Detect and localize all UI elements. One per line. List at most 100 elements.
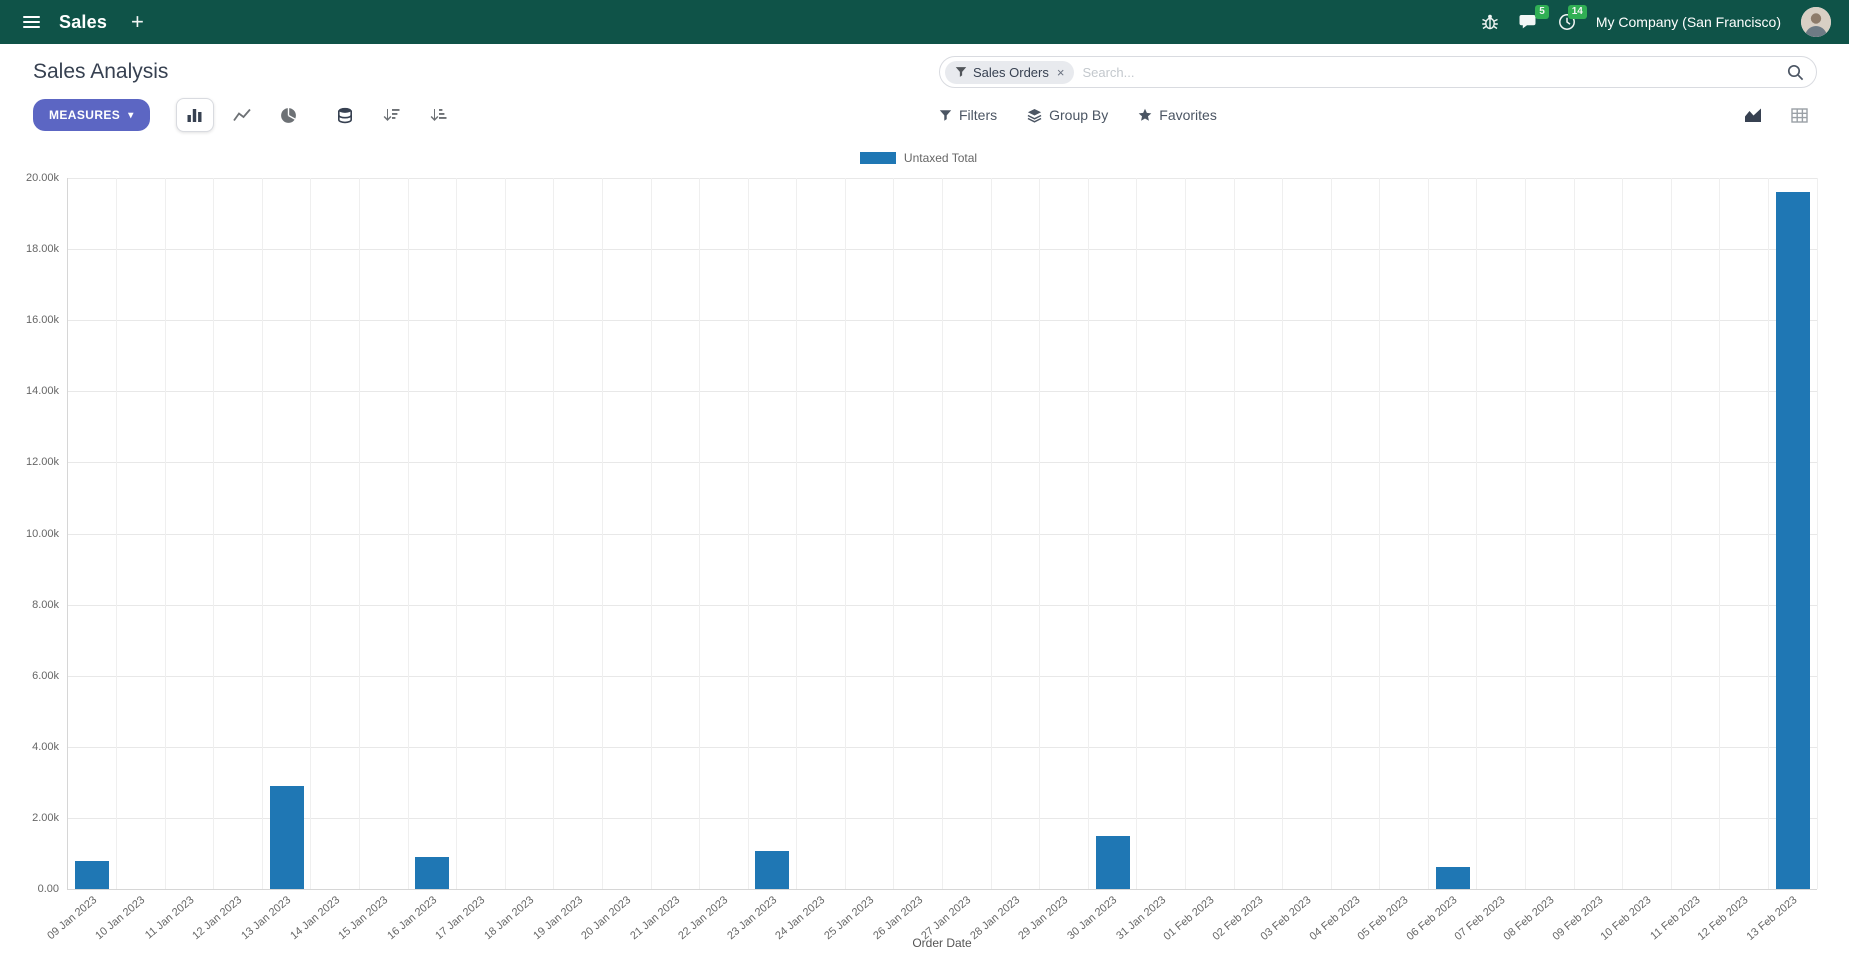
x-tick-label: 28 Jan 2023: [967, 894, 1023, 943]
x-tick-label: 10 Jan 2023: [93, 894, 148, 943]
y-tick-label: 0.00: [37, 883, 59, 895]
sort-ascending-icon: [430, 109, 447, 121]
grid-line-v: [990, 178, 992, 889]
messages-badge: 5: [1535, 5, 1549, 19]
y-tick-label: 2.00k: [32, 811, 59, 824]
search-input[interactable]: [1082, 64, 1779, 80]
x-tick-label: 04 Feb 2023: [1307, 894, 1363, 943]
line-chart-icon: [232, 108, 251, 122]
x-tick-label: 08 Feb 2023: [1501, 894, 1557, 943]
plot-wrap: 0.00 2.00k 4.00k 6.00k 8.00k 10.00k 12.00k 14.0…: [20, 172, 1818, 895]
x-tick-label: 13 Jan 2023: [239, 894, 294, 943]
grid-line-v: [1622, 178, 1624, 889]
user-avatar[interactable]: [1801, 7, 1831, 37]
legend-swatch: [859, 152, 896, 164]
grid-line-v: [1816, 178, 1818, 889]
group-by-layers-icon: [1027, 108, 1042, 123]
messages-icon[interactable]: 5: [1519, 5, 1549, 31]
grid-line-v: [1039, 178, 1041, 889]
grid-line-v: [261, 178, 263, 889]
control-panel-bottom-row: MEASURES ▾: [33, 98, 1817, 132]
bar-13-jan-2023[interactable]: [269, 785, 304, 889]
y-tick-label: 12.00k: [25, 456, 59, 469]
grid-line-v: [310, 178, 312, 889]
activities-clock-icon[interactable]: 14: [1558, 5, 1587, 31]
grid-line-v: [1330, 178, 1332, 889]
grid-line-v: [1476, 178, 1478, 889]
x-tick-label: 10 Feb 2023: [1598, 894, 1654, 943]
top-navbar: Sales + 5 14 My Company (San Francisco): [0, 0, 1849, 44]
line-chart-mode-button[interactable]: [223, 98, 261, 132]
stacked-toggle-button[interactable]: [326, 98, 364, 132]
x-tick-label: 20 Jan 2023: [579, 894, 634, 943]
y-axis: 0.00 2.00k 4.00k 6.00k 8.00k 10.00k 12.00k 14.0…: [20, 172, 67, 895]
grid-line-v: [553, 178, 555, 889]
funnel-icon: [955, 67, 967, 77]
pie-chart-mode-button[interactable]: [270, 98, 308, 132]
bar-06-feb-2023[interactable]: [1435, 866, 1470, 889]
y-tick-label: 8.00k: [32, 598, 59, 611]
page-title: Sales Analysis: [33, 60, 169, 83]
graph-view-icon: [1745, 108, 1761, 122]
favorites-button[interactable]: Favorites: [1138, 107, 1217, 123]
x-tick-label: 13 Feb 2023: [1744, 894, 1800, 943]
bar-chart-icon: [187, 109, 202, 122]
app-name[interactable]: Sales: [59, 11, 108, 32]
navbar-right: 5 14 My Company (San Francisco): [1481, 5, 1831, 37]
filters-funnel-icon: [939, 109, 952, 121]
x-tick-label: 01 Feb 2023: [1161, 894, 1217, 943]
x-tick-label: 02 Feb 2023: [1209, 894, 1265, 943]
chart-legend[interactable]: Untaxed Total: [20, 148, 1817, 168]
graph-view: Untaxed Total 0.00 2.00k 4.00k 6.00k 8.00k 10…: [0, 144, 1849, 958]
search-facet-label: Sales Orders: [973, 64, 1049, 80]
plus-icon[interactable]: +: [131, 9, 144, 34]
x-tick-label: 31 Jan 2023: [1113, 894, 1168, 943]
x-tick-label: 05 Feb 2023: [1355, 894, 1411, 943]
bar-13-feb-2023[interactable]: [1775, 192, 1810, 889]
x-tick-label: 30 Jan 2023: [1065, 894, 1120, 943]
view-switcher: [1735, 99, 1817, 131]
grid-line-v: [796, 178, 798, 889]
grid-line-v: [116, 178, 118, 889]
sort-ascending-button[interactable]: [420, 98, 458, 132]
sort-descending-button[interactable]: [373, 98, 411, 132]
search-facet-sales-orders[interactable]: Sales Orders ×: [945, 60, 1075, 84]
y-tick-label: 6.00k: [32, 669, 59, 682]
grid-line-v: [1670, 178, 1672, 889]
measures-button[interactable]: MEASURES ▾: [33, 99, 150, 131]
graph-view-button[interactable]: [1735, 99, 1771, 131]
hamburger-menu-icon[interactable]: [18, 11, 45, 33]
bar-30-jan-2023[interactable]: [1095, 835, 1130, 889]
x-tick-label: 16 Jan 2023: [384, 894, 440, 943]
control-panel-top-row: Sales Analysis Sales Orders ×: [33, 56, 1817, 88]
x-axis: 09 Jan 2023 10 Jan 2023 11 Jan 2023 12 Jan …: [45, 890, 1817, 943]
y-tick-label: 4.00k: [32, 740, 59, 753]
graph-toolbar: MEASURES ▾: [33, 98, 458, 132]
group-by-button[interactable]: Group By: [1027, 107, 1108, 123]
bar-chart-mode-button[interactable]: [175, 98, 214, 132]
search-icon[interactable]: [1787, 64, 1804, 81]
filters-button[interactable]: Filters: [939, 107, 997, 123]
bar-16-jan-2023[interactable]: [415, 857, 450, 889]
grid-line-v: [699, 178, 701, 889]
search-bar[interactable]: Sales Orders ×: [939, 56, 1817, 88]
search-options: Filters Group By Favorites: [939, 99, 1817, 131]
chevron-down-icon: ▾: [128, 109, 134, 121]
pivot-view-icon: [1790, 107, 1808, 123]
grid-line-v: [1525, 178, 1526, 889]
favorites-star-icon: [1138, 108, 1152, 121]
pivot-view-button[interactable]: [1781, 99, 1817, 131]
bar-09-jan-2023[interactable]: [75, 860, 110, 889]
x-tick-label: 22 Jan 2023: [676, 894, 731, 943]
stacked-database-icon: [337, 107, 352, 123]
grid-line-v: [601, 178, 603, 889]
x-axis-title: Order Date: [912, 936, 972, 950]
facet-remove-icon[interactable]: ×: [1056, 64, 1065, 80]
company-switcher[interactable]: My Company (San Francisco): [1595, 14, 1781, 30]
bar-23-jan-2023[interactable]: [755, 850, 790, 889]
x-tick-label: 12 Feb 2023: [1695, 894, 1751, 943]
legend-label: Untaxed Total: [903, 151, 978, 165]
x-tick-label: 11 Jan 2023: [142, 894, 197, 942]
debug-bug-icon[interactable]: [1481, 13, 1499, 31]
x-tick-label: 17 Jan 2023: [433, 894, 488, 943]
